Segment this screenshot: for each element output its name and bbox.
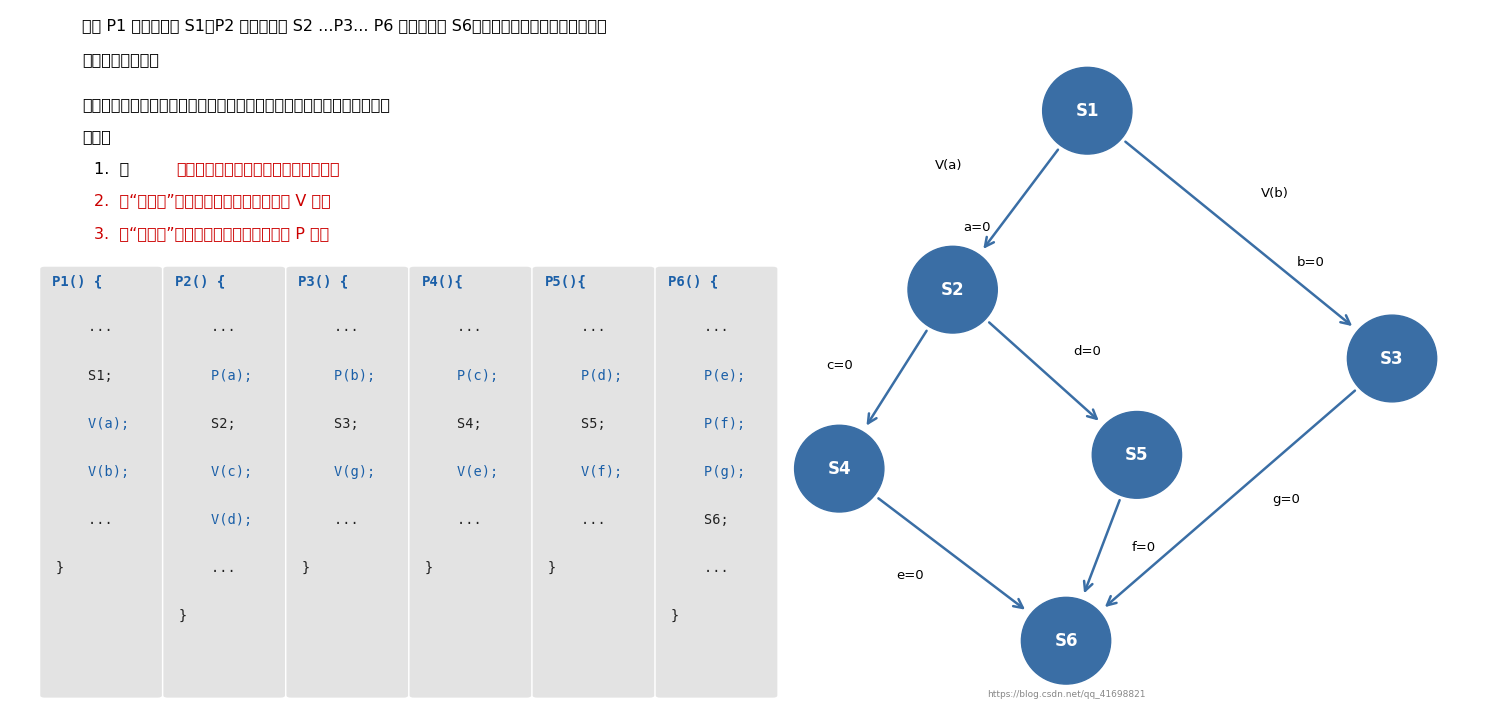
FancyBboxPatch shape [286, 267, 409, 698]
Text: ...: ... [301, 513, 360, 527]
Text: S2: S2 [941, 280, 964, 299]
Text: V(a);: V(a); [55, 417, 130, 431]
Text: b=0: b=0 [1297, 256, 1325, 269]
Text: 3.  在“后操作”之前对相应的同步变量执行 P 操作: 3. 在“后操作”之前对相应的同步变量执行 P 操作 [94, 226, 330, 241]
Text: S6;: S6; [671, 513, 728, 527]
Text: P5(){: P5(){ [545, 275, 586, 289]
Text: S5: S5 [1125, 446, 1149, 464]
Text: 其实每一对前驱关系都是一个进程同步问题（需要保证一前一后的操作）: 其实每一对前驱关系都是一个进程同步问题（需要保证一前一后的操作） [82, 97, 389, 112]
Circle shape [1347, 315, 1437, 402]
Text: S5;: S5; [548, 417, 606, 431]
Text: V(e);: V(e); [424, 465, 498, 479]
Text: P(a);: P(a); [179, 369, 252, 383]
Text: P(c);: P(c); [424, 369, 498, 383]
Text: P(b);: P(b); [301, 369, 376, 383]
Text: 示的顺序来执行：: 示的顺序来执行： [82, 52, 160, 67]
Text: V(c);: V(c); [179, 465, 252, 479]
Text: ...: ... [671, 320, 728, 335]
Text: P1() {: P1() { [52, 275, 103, 289]
Circle shape [1022, 597, 1110, 684]
Text: }: } [548, 561, 557, 575]
FancyBboxPatch shape [533, 267, 653, 698]
Text: V(a): V(a) [935, 159, 962, 172]
FancyBboxPatch shape [164, 267, 285, 698]
Text: S6: S6 [1055, 632, 1077, 650]
Text: ...: ... [55, 513, 113, 527]
Text: P3() {: P3() { [298, 275, 349, 289]
Text: ...: ... [424, 513, 482, 527]
Text: ...: ... [55, 320, 113, 335]
Text: S3;: S3; [301, 417, 360, 431]
Text: V(b): V(b) [1261, 187, 1289, 200]
Text: P4(){: P4(){ [421, 275, 464, 289]
Text: ...: ... [301, 320, 360, 335]
Text: P2() {: P2() { [176, 275, 225, 289]
Text: 1.  要: 1. 要 [94, 161, 130, 176]
Text: ...: ... [424, 320, 482, 335]
Text: S1: S1 [1076, 102, 1100, 120]
Text: V(g);: V(g); [301, 465, 376, 479]
Text: ...: ... [671, 561, 728, 575]
Text: P(f);: P(f); [671, 417, 745, 431]
Text: S3: S3 [1380, 349, 1404, 368]
Text: a=0: a=0 [964, 222, 991, 234]
Text: }: } [671, 609, 679, 623]
Text: ...: ... [179, 561, 236, 575]
Text: S2;: S2; [179, 417, 236, 431]
Text: }: } [301, 561, 310, 575]
Text: }: } [179, 609, 186, 623]
Text: V(d);: V(d); [179, 513, 252, 527]
FancyBboxPatch shape [40, 267, 161, 698]
Text: P(e);: P(e); [671, 369, 745, 383]
Text: P(d);: P(d); [548, 369, 622, 383]
Text: 为每一对前驱关系各设置一个同步变量: 为每一对前驱关系各设置一个同步变量 [176, 161, 340, 176]
Text: V(f);: V(f); [548, 465, 622, 479]
FancyBboxPatch shape [409, 267, 531, 698]
Text: 进程 P1 中有句代码 S1，P2 中有句代码 S2 ...P3... P6 中有句代码 S6。这些代码要求按如下前驱图所: 进程 P1 中有句代码 S1，P2 中有句代码 S2 ...P3... P6 中… [82, 18, 607, 33]
Text: 因此，: 因此， [82, 129, 110, 144]
Text: }: } [424, 561, 433, 575]
Text: S4: S4 [828, 460, 850, 478]
Text: V(b);: V(b); [55, 465, 130, 479]
Text: f=0: f=0 [1132, 541, 1156, 554]
Circle shape [1092, 412, 1182, 498]
Text: https://blog.csdn.net/qq_41698821: https://blog.csdn.net/qq_41698821 [986, 690, 1146, 699]
Text: g=0: g=0 [1271, 493, 1300, 506]
Text: P6() {: P6() { [667, 275, 718, 289]
Circle shape [909, 247, 997, 333]
Text: P(g);: P(g); [671, 465, 745, 479]
Text: e=0: e=0 [897, 569, 924, 581]
Text: }: } [55, 561, 64, 575]
FancyBboxPatch shape [656, 267, 777, 698]
Text: S4;: S4; [424, 417, 482, 431]
Text: 2.  在“前操作”之后对相应的同步变量执行 V 操作: 2. 在“前操作”之后对相应的同步变量执行 V 操作 [94, 194, 331, 209]
Circle shape [1043, 67, 1132, 154]
Text: d=0: d=0 [1073, 345, 1101, 358]
Text: c=0: c=0 [827, 359, 852, 372]
Text: S1;: S1; [55, 369, 113, 383]
Text: ...: ... [548, 320, 606, 335]
Text: ...: ... [548, 513, 606, 527]
Circle shape [795, 425, 883, 512]
Text: ...: ... [179, 320, 236, 335]
